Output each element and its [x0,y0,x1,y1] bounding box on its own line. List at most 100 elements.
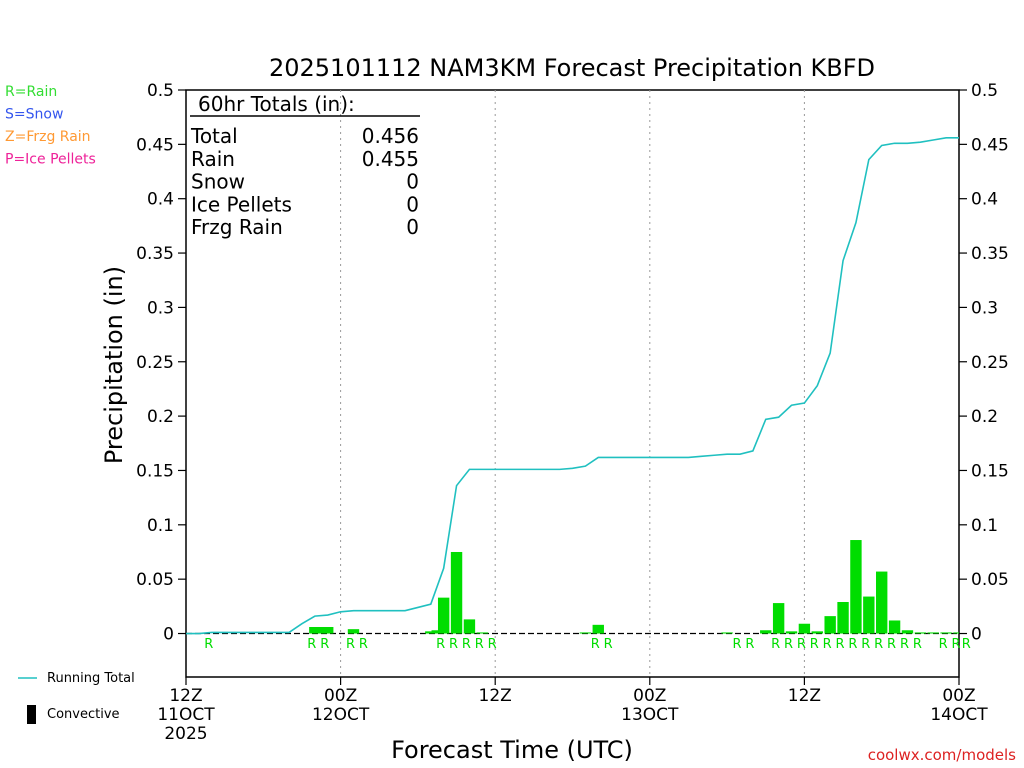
x-axis-label: Forecast Time (UTC) [391,736,633,764]
y-tick-label-left-6: 0.3 [147,298,174,318]
y-tick-label-right-6: 0.3 [971,298,998,318]
ptype-marker-11: R [604,637,613,652]
y-tick-label-left-10: 0.5 [147,81,174,101]
x-tick-label-3-0: 00Z [633,686,666,706]
y-tick-label-right-3: 0.15 [971,461,1009,481]
precip-bar-3 [347,629,360,634]
totals-value-2: 0 [406,170,419,194]
ptype-marker-5: R [436,637,445,652]
precip-bar-21 [863,596,875,634]
ptype-marker-25: R [913,637,922,652]
precip-bar-28 [953,632,959,634]
y-tick-label-left-8: 0.4 [147,190,174,210]
y-tick-label-left-0: 0 [163,625,174,645]
ptype-marker-8: R [475,637,484,652]
legend-label-0: Running Total [47,671,135,686]
ptype-marker-2: R [320,637,329,652]
x-tick-label-2-0: 12Z [479,686,512,706]
y-tick-label-right-1: 0.05 [971,570,1009,590]
y-tick-label-right-2: 0.1 [971,516,998,536]
precip-bar-22 [876,571,888,634]
totals-value-1: 0.455 [362,147,419,171]
totals-value-0: 0.456 [362,124,419,148]
ptype-marker-27: R [951,637,960,652]
x-tick-label-4-0: 12Z [788,686,821,706]
ptype-marker-1: R [307,637,316,652]
ptype-marker-18: R [823,637,832,652]
ptype-legend-item-3: P=Ice Pellets [5,152,96,168]
y-tick-label-right-9: 0.45 [971,135,1009,155]
precip-bar-18 [824,616,836,634]
ptype-marker-0: R [204,637,213,652]
ptype-marker-15: R [784,637,793,652]
y-tick-label-left-3: 0.15 [136,461,174,481]
precip-bar-24 [901,630,914,634]
precip-bar-2 [322,626,334,634]
plot-frame [185,89,960,678]
precip-bar-20 [850,540,862,634]
precip-bar-1 [315,626,327,634]
precip-bar-16 [798,623,811,634]
ptype-marker-6: R [449,637,458,652]
ptype-marker-13: R [745,637,754,652]
x-tick-label-5-0: 00Z [942,686,975,706]
totals-label-0: Total [190,124,238,148]
y-tick-label-right-7: 0.35 [971,244,1009,264]
ptype-marker-26: R [939,637,948,652]
hourly-precip-bars [309,540,959,634]
precip-bar-25 [914,632,927,634]
running-total-line-group [186,137,959,635]
precip-bar-23 [888,620,901,634]
ptype-marker-20: R [848,637,857,652]
y-tick-label-left-4: 0.2 [147,407,174,427]
y-tick-label-right-8: 0.4 [971,190,998,210]
y-tick-label-right-0: 0 [971,625,982,645]
running-total-line [186,137,959,635]
totals-value-4: 0 [406,215,419,239]
x-tick-label-1-0: 00Z [324,686,357,706]
ptype-marker-24: R [900,637,909,652]
y-axis-label: Precipitation (in) [100,266,128,464]
precip-bar-26 [927,632,939,634]
series-legend: Running Total Convective [18,671,135,724]
totals-label-2: Snow [191,170,245,194]
ptype-legend: R=Rain S=Snow Z=Frzg Rain P=Ice Pellets [5,84,96,168]
ptype-marker-10: R [591,637,600,652]
legend-label-1: Convective [47,707,120,722]
x-tick-label-5-1: 14OCT [930,705,988,725]
precip-bar-10 [579,632,592,634]
ptype-marker-12: R [732,637,741,652]
totals-label-3: Ice Pellets [191,192,292,216]
y-tick-label-left-7: 0.35 [136,244,174,264]
ptype-marker-14: R [771,637,780,652]
y-tick-label-left-9: 0.45 [136,135,174,155]
x-tick-label-1-1: 12OCT [312,705,370,725]
credit-text: coolwx.com/models [868,746,1016,764]
vertical-grid-lines [340,90,805,677]
ptype-legend-item-2: Z=Frzg Rain [5,129,91,145]
y-tick-label-left-5: 0.25 [136,353,174,373]
totals-label-1: Rain [191,147,235,171]
ptype-marker-17: R [810,637,819,652]
ptype-marker-9: R [488,637,497,652]
precip-bar-7 [450,551,463,634]
totals-header: 60hr Totals (in): [198,92,355,116]
precip-bar-6 [437,597,450,634]
totals-box: 60hr Totals (in): Total 0.456 Rain 0.455 Sno… [190,92,420,239]
y-tick-label-right-10: 0.5 [971,81,998,101]
ptype-marker-28: R [962,637,971,652]
precip-bar-11 [592,624,604,634]
precip-bar-27 [940,632,952,634]
x-tick-label-0-0: 12Z [169,686,202,706]
ptype-marker-3: R [346,637,355,652]
precip-bar-0 [309,626,321,634]
precip-bar-5 [431,630,443,634]
precip-bar-15 [785,631,798,634]
precip-bar-17 [811,631,823,634]
x-tick-label-0-2: 2025 [164,724,207,744]
y-tick-label-left-1: 0.05 [136,570,174,590]
precip-bar-14 [772,603,785,634]
